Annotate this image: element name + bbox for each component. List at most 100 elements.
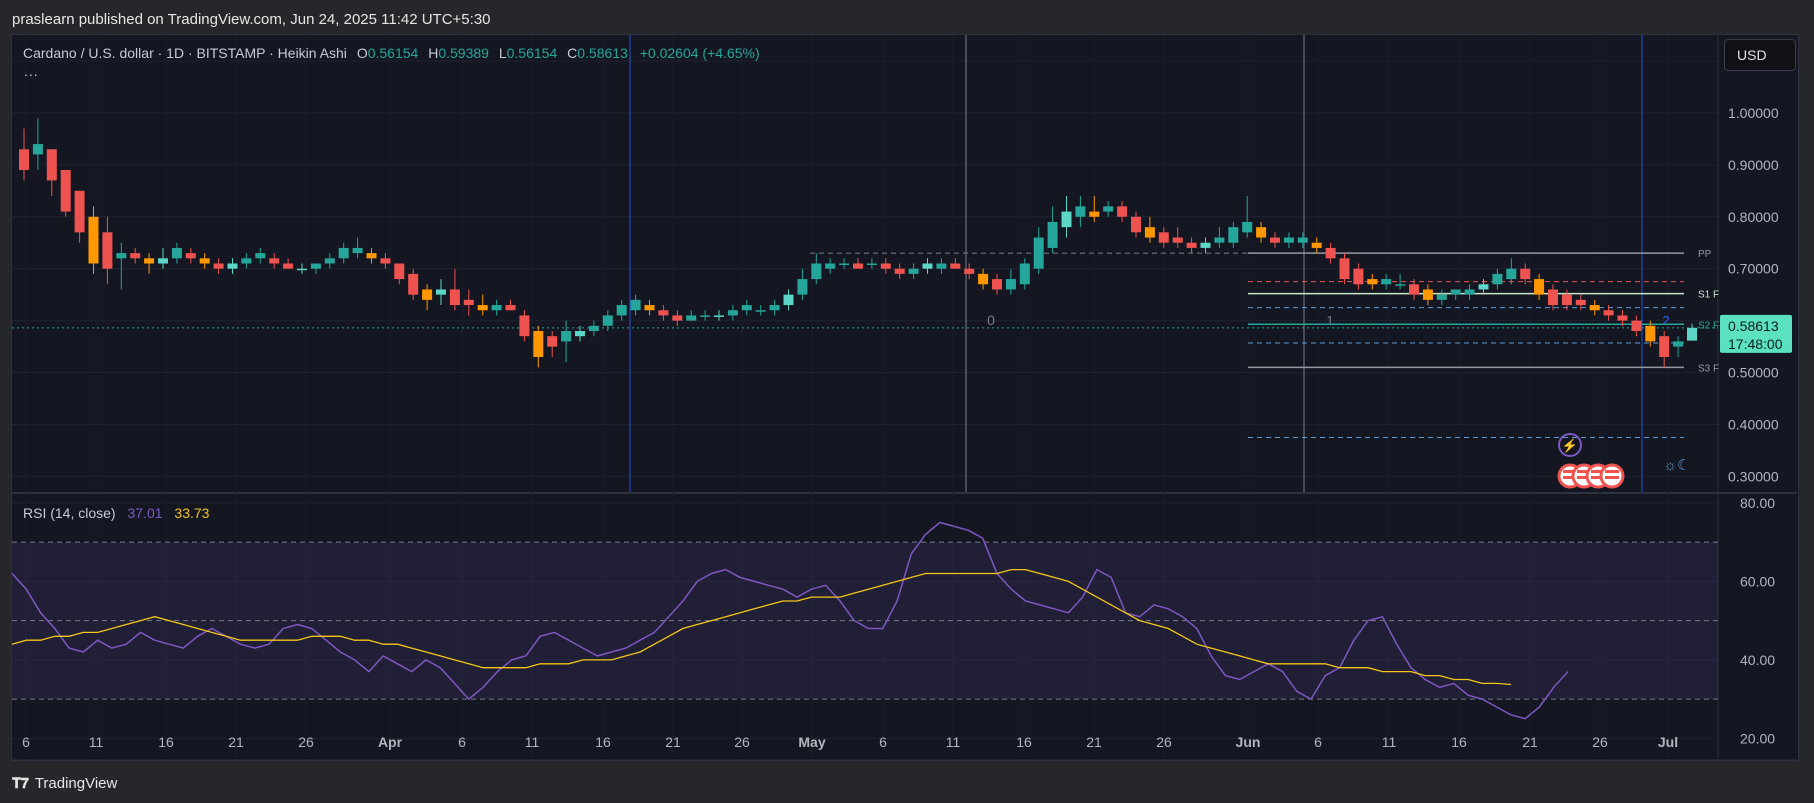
candle [1325,242,1336,264]
candle-body [741,305,752,311]
candle [1645,320,1656,347]
candle [1367,273,1378,290]
candle [491,299,502,316]
rsi-tick-label: 40.00 [1740,652,1775,668]
candle-body [575,331,585,337]
time-tick-label: 21 [1086,734,1102,750]
candle-body [1005,279,1016,290]
more-options-button[interactable]: ... [24,63,39,79]
candle-body [1409,284,1419,295]
candle-body [1395,284,1406,286]
high-value: 0.59389 [438,45,489,61]
candle-body [1089,211,1100,217]
candle-body [324,258,335,264]
candle-body [1256,227,1267,238]
low-label: L [498,45,507,61]
high-label: H [428,45,439,61]
candle-body [380,258,391,264]
candle-body [1033,237,1044,269]
candle-body [964,268,975,274]
candle [1019,258,1030,290]
candle [1659,331,1670,368]
candle [185,247,196,264]
candle [630,294,641,316]
candle-body [408,273,419,295]
candle-body [19,149,29,171]
symbol-legend[interactable]: Cardano / U.S. dollar · 1D · BITSTAMP · … [23,45,760,61]
candle-body [811,263,822,280]
candle [672,310,683,326]
candle [449,268,460,311]
rsi-legend[interactable]: RSI (14, close) 37.01 33.73 [23,505,209,521]
time-tick-label: 16 [1451,734,1467,750]
candle [380,253,391,269]
rsi-ma-value: 33.73 [174,505,210,521]
candle [1228,221,1239,248]
candle-body [839,263,850,265]
header-bar: praslearn published on TradingView.com, … [0,0,1814,34]
flag-stripe [1563,476,1577,479]
time-tick-label: 16 [1016,734,1032,750]
candle-body [144,258,155,264]
candle [1047,206,1058,254]
candle [297,263,307,274]
candle-body [130,253,141,259]
candle [964,263,975,280]
rsi-tick-label: 60.00 [1740,573,1775,589]
candle [797,268,808,300]
candle-body [1186,242,1197,248]
brand-logo[interactable]: 𝐓𝟕 TradingView [12,775,117,792]
candle-body [1687,327,1697,341]
candle-body [1478,284,1489,290]
candle [908,263,919,280]
time-tick-label: 21 [665,734,681,750]
candle [561,320,572,363]
pivot-label: S2 F [1698,320,1719,331]
candle [74,190,85,243]
candle-body [1047,221,1058,248]
candle [700,310,711,321]
candle-body [1367,279,1378,285]
candle-body [1242,221,1253,233]
candle [436,279,446,306]
candle [1117,201,1128,222]
candle-body [185,253,196,259]
candle-body [255,253,266,259]
chart-frame[interactable] [11,34,1799,761]
time-tick-label: 6 [1314,734,1322,750]
low-value: 0.56154 [506,45,558,61]
candle [1297,232,1308,248]
candle [1575,294,1586,311]
candle [310,263,321,274]
candle [1256,221,1267,243]
candle [894,263,905,280]
time-tick-label: 6 [22,734,30,750]
price-axis: 1.100001.000000.900000.800000.700000.600… [1728,53,1779,484]
candle-body [1075,206,1086,217]
candle-body [602,315,613,326]
candle-body [978,273,989,285]
marker-label-zero: 0 [987,312,995,328]
candle [1061,195,1072,238]
candle-body [1534,279,1545,295]
candle-body [727,310,738,316]
sun-moon-icon: ☼☾ [1663,457,1690,474]
candle [1617,310,1628,326]
candle-body [338,247,349,259]
lightning-icon [1558,433,1582,457]
candle-body [171,247,182,259]
currency-button[interactable]: USD [1724,39,1796,71]
flag-stripe [1605,476,1619,479]
candle-body [894,268,905,274]
candle [255,247,266,264]
grid-lines [12,35,1797,761]
candle-body [1381,279,1392,285]
symbol-title: Cardano / U.S. dollar · 1D · BITSTAMP · … [23,45,347,61]
candle-body [1158,232,1169,243]
time-tick-label: 26 [1156,734,1172,750]
flag-stripe [1591,476,1605,479]
marker-label-two: 2 [1662,313,1669,328]
time-tick-label: 26 [298,734,314,750]
candle [477,294,488,316]
